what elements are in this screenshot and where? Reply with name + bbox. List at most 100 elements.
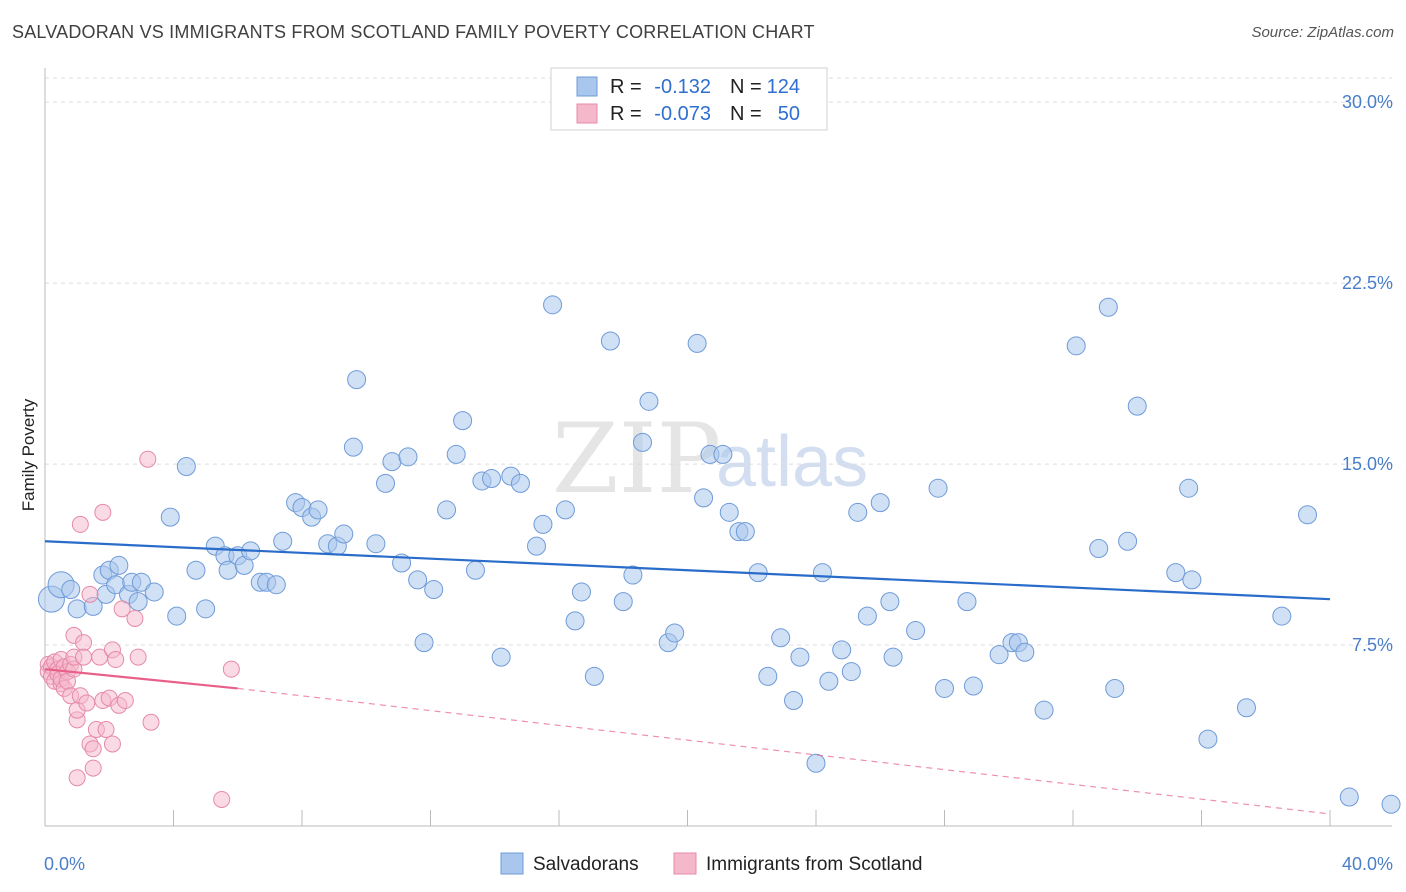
salvadoran-point bbox=[555, 500, 575, 520]
bottom-legend-salvadorans: Salvadorans bbox=[533, 854, 639, 875]
salvadoran-point bbox=[131, 572, 151, 592]
salvadoran-point bbox=[196, 599, 216, 619]
scotland-point bbox=[84, 740, 102, 758]
bottom-legend-swatch-blue bbox=[500, 852, 524, 875]
legend-n-label: N = bbox=[730, 76, 762, 98]
salvadoran-point bbox=[880, 592, 900, 612]
scotland-point bbox=[81, 585, 99, 603]
salvadoran-point bbox=[1066, 336, 1086, 356]
scotland-trend-extension bbox=[237, 687, 1331, 815]
salvadoran-point bbox=[771, 628, 791, 648]
scotland-point bbox=[213, 790, 231, 808]
salvadoran-point bbox=[398, 447, 418, 467]
salvadoran-point bbox=[446, 444, 466, 464]
salvadoran-point bbox=[687, 333, 707, 353]
salvadoran-point bbox=[167, 606, 187, 626]
salvadoran-point bbox=[1127, 396, 1147, 416]
salvadoran-point bbox=[694, 488, 714, 508]
salvadoran-point bbox=[832, 640, 852, 660]
legend-swatch-blue bbox=[576, 76, 598, 97]
scotland-point bbox=[116, 692, 134, 710]
salvadoran-point bbox=[1089, 539, 1109, 559]
salvadoran-point bbox=[735, 522, 755, 542]
scotland-point bbox=[222, 660, 240, 678]
watermark-zip: ZIP bbox=[552, 403, 721, 515]
salvadoran-point bbox=[347, 370, 367, 390]
salvadoran-point bbox=[848, 502, 868, 522]
scotland-point bbox=[139, 450, 157, 468]
salvadoran-point bbox=[665, 623, 685, 643]
legend-n-value: 124 bbox=[767, 76, 800, 98]
scotland-point bbox=[94, 503, 112, 521]
salvadoran-point bbox=[633, 432, 653, 452]
salvadoran-point bbox=[376, 473, 396, 493]
salvadorans-points bbox=[37, 295, 1401, 814]
salvadoran-point bbox=[491, 647, 511, 667]
salvadoran-point bbox=[841, 662, 861, 682]
salvadoran-point bbox=[1339, 787, 1359, 807]
watermark-atlas: atlas bbox=[716, 422, 868, 502]
scotland-point bbox=[129, 648, 147, 666]
salvadoran-point bbox=[160, 507, 180, 527]
salvadoran-point bbox=[109, 555, 129, 575]
salvadoran-point bbox=[928, 478, 948, 498]
salvadoran-point bbox=[784, 691, 804, 711]
salvadoran-point bbox=[533, 514, 553, 534]
salvadoran-point bbox=[870, 493, 890, 513]
scotland-point bbox=[75, 648, 93, 666]
salvadoran-point bbox=[424, 580, 444, 600]
salvadorans-trend-line bbox=[44, 540, 1331, 601]
scotland-point bbox=[78, 694, 96, 712]
salvadoran-point bbox=[719, 502, 739, 522]
legend-r-value: -0.132 bbox=[654, 76, 711, 98]
salvadoran-point bbox=[790, 647, 810, 667]
salvadoran-point bbox=[273, 531, 293, 551]
y-axis-label: Family Poverty bbox=[19, 398, 38, 511]
legend-r-label: R = bbox=[610, 76, 642, 98]
salvadoran-point bbox=[584, 666, 604, 686]
y-tick-label: 22.5% bbox=[1342, 273, 1393, 293]
scotland-point bbox=[68, 769, 86, 787]
salvadoran-point bbox=[176, 456, 196, 476]
salvadoran-point bbox=[1236, 698, 1256, 718]
salvadoran-point bbox=[482, 469, 502, 489]
salvadoran-point bbox=[963, 676, 983, 696]
salvadoran-point bbox=[334, 524, 354, 544]
salvadoran-point bbox=[366, 534, 386, 554]
salvadoran-point bbox=[408, 570, 428, 590]
scotland-point bbox=[113, 600, 131, 618]
salvadoran-point bbox=[128, 592, 148, 612]
salvadoran-point bbox=[543, 295, 563, 315]
scotland-point bbox=[71, 515, 89, 533]
salvadoran-point bbox=[758, 666, 778, 686]
salvadoran-point bbox=[1198, 729, 1218, 749]
salvadoran-point bbox=[266, 575, 286, 595]
x-tick-label: 40.0% bbox=[1342, 854, 1393, 874]
scotland-point bbox=[126, 609, 144, 627]
bottom-legend-swatch-pink bbox=[673, 852, 697, 875]
salvadoran-point bbox=[935, 678, 954, 698]
salvadoran-point bbox=[414, 633, 434, 653]
scotland-point bbox=[103, 735, 121, 753]
x-tick-label: 0.0% bbox=[44, 854, 85, 874]
salvadoran-point bbox=[819, 671, 839, 691]
y-tick-label: 30.0% bbox=[1342, 92, 1393, 112]
salvadoran-point bbox=[465, 560, 485, 580]
salvadoran-point bbox=[437, 500, 457, 520]
salvadoran-point bbox=[1098, 297, 1118, 317]
salvadoran-point bbox=[613, 592, 633, 612]
y-tick-label: 15.0% bbox=[1342, 454, 1393, 474]
salvadoran-point bbox=[1105, 678, 1125, 698]
salvadoran-point bbox=[1182, 570, 1202, 590]
salvadoran-point bbox=[1298, 505, 1318, 525]
chart-title: SALVADORAN VS IMMIGRANTS FROM SCOTLAND F… bbox=[12, 22, 815, 42]
salvadoran-point bbox=[67, 599, 87, 619]
scotland-point bbox=[75, 634, 93, 652]
salvadoran-point bbox=[382, 452, 402, 472]
salvadoran-point bbox=[453, 411, 473, 431]
trend-lines bbox=[44, 540, 1331, 815]
scotland-point bbox=[97, 720, 115, 738]
legend: R = -0.132 N = 124 R = -0.073 N = 50 bbox=[550, 67, 828, 131]
salvadoran-point bbox=[600, 331, 620, 351]
